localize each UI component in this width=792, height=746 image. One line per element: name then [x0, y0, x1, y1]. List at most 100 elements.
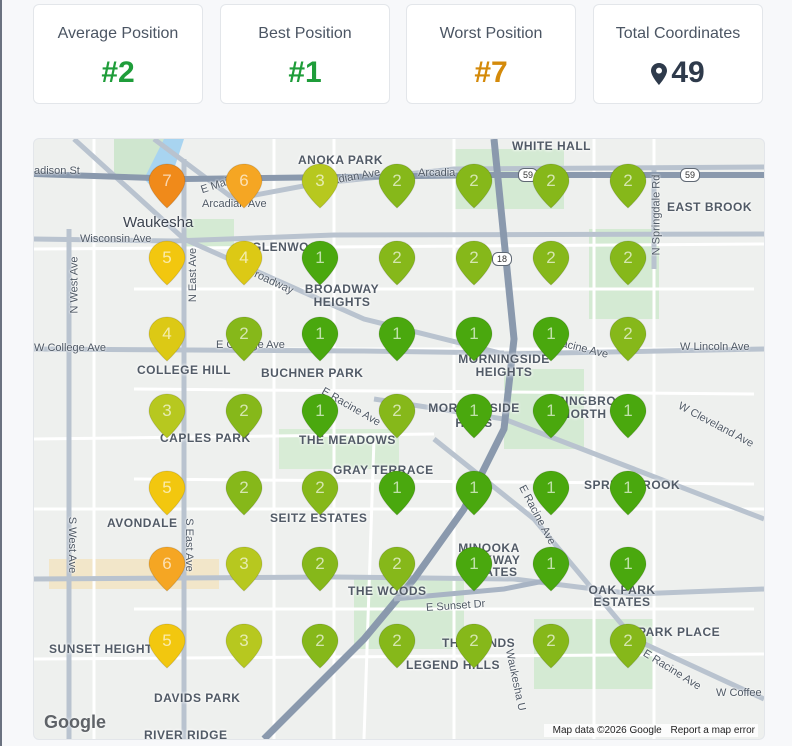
rank-marker[interactable]: 1	[609, 546, 647, 592]
rank-marker[interactable]: 2	[225, 470, 263, 516]
rank-marker[interactable]: 2	[455, 240, 493, 286]
rank-marker[interactable]: 2	[301, 470, 339, 516]
best-position-card: Best Position #1	[220, 4, 390, 104]
rank-marker[interactable]: 2	[532, 240, 570, 286]
street-label: W Lincoln Ave	[680, 341, 750, 353]
city-label: Waukesha	[123, 214, 194, 231]
pin-icon	[148, 470, 186, 516]
rank-marker[interactable]: 1	[455, 316, 493, 362]
rank-marker[interactable]: 2	[455, 163, 493, 209]
report-map-error-link[interactable]: Report a map error	[670, 725, 755, 736]
rank-number: 2	[623, 171, 633, 190]
rank-marker[interactable]: 1	[301, 316, 339, 362]
rank-marker[interactable]: 1	[609, 393, 647, 439]
rank-marker[interactable]: 1	[532, 546, 570, 592]
rank-marker[interactable]: 1	[378, 316, 416, 362]
rank-marker[interactable]: 5	[148, 240, 186, 286]
pin-icon	[532, 470, 570, 516]
rank-number: 1	[623, 554, 633, 573]
rank-marker[interactable]: 1	[301, 393, 339, 439]
pin-icon	[148, 546, 186, 592]
rank-marker[interactable]: 1	[532, 316, 570, 362]
rank-marker[interactable]: 1	[455, 393, 493, 439]
rank-marker[interactable]: 3	[301, 163, 339, 209]
rank-marker[interactable]: 2	[378, 546, 416, 592]
pin-icon	[609, 240, 647, 286]
rank-number: 1	[315, 324, 325, 343]
pin-icon	[148, 316, 186, 362]
rank-marker[interactable]: 2	[378, 240, 416, 286]
rank-marker[interactable]: 2	[532, 163, 570, 209]
rank-number: 2	[392, 401, 402, 420]
rank-marker[interactable]: 2	[301, 623, 339, 669]
rank-number: 2	[315, 478, 325, 497]
map-base	[34, 139, 764, 739]
pin-icon	[378, 163, 416, 209]
stats-row: Average Position #2 Best Position #1 Wor…	[33, 4, 763, 106]
rank-marker[interactable]: 3	[148, 393, 186, 439]
stat-value: #7	[474, 56, 508, 89]
area-label: THE MEADOWS	[299, 433, 396, 447]
rank-marker[interactable]: 5	[148, 470, 186, 516]
rank-number: 1	[315, 401, 325, 420]
rank-marker[interactable]: 1	[378, 470, 416, 516]
rank-number: 2	[239, 401, 249, 420]
rank-marker[interactable]: 2	[609, 316, 647, 362]
area-label: GRAY TERRACE	[333, 463, 434, 477]
area-label: MORNINGSIDE HEIGHTS	[458, 352, 550, 379]
area-label: BROADWAY HEIGHTS	[304, 282, 380, 309]
rank-marker[interactable]: 3	[225, 623, 263, 669]
rank-marker[interactable]: 5	[148, 623, 186, 669]
rank-marker[interactable]: 2	[455, 623, 493, 669]
street-label: N West Ave	[68, 256, 81, 314]
rank-number: 2	[469, 631, 479, 650]
rank-number: 1	[546, 401, 556, 420]
rank-marker[interactable]: 4	[225, 240, 263, 286]
rank-marker[interactable]: 2	[301, 546, 339, 592]
rank-marker[interactable]: 2	[378, 163, 416, 209]
page-edge-line	[0, 0, 2, 746]
rank-marker[interactable]: 2	[225, 393, 263, 439]
pin-icon	[225, 163, 263, 209]
total-coordinates-card: Total Coordinates 49	[593, 4, 763, 104]
map-attribution: Map data ©2026 Google Report a map error	[543, 724, 758, 737]
rank-marker[interactable]: 3	[225, 546, 263, 592]
average-position-card: Average Position #2	[33, 4, 203, 104]
pin-icon	[225, 316, 263, 362]
google-logo: Google	[44, 712, 106, 732]
pin-icon	[301, 623, 339, 669]
rank-marker[interactable]: 1	[455, 470, 493, 516]
pin-icon	[225, 393, 263, 439]
rank-grid-map[interactable]: WHITE HALL ANOKA PARK EAST BROOK Waukesh…	[33, 138, 765, 740]
rank-marker[interactable]: 2	[378, 623, 416, 669]
rank-marker[interactable]: 4	[148, 316, 186, 362]
rank-marker[interactable]: 7	[148, 163, 186, 209]
rank-marker[interactable]: 2	[609, 240, 647, 286]
pin-icon	[148, 623, 186, 669]
rank-marker[interactable]: 2	[225, 316, 263, 362]
rank-marker[interactable]: 2	[532, 623, 570, 669]
rank-marker[interactable]: 1	[609, 470, 647, 516]
rank-number: 1	[546, 478, 556, 497]
rank-number: 2	[392, 171, 402, 190]
rank-number: 2	[392, 631, 402, 650]
pin-icon	[455, 316, 493, 362]
rank-marker[interactable]: 1	[532, 393, 570, 439]
stat-label: Worst Position	[439, 25, 543, 42]
rank-marker[interactable]: 2	[378, 393, 416, 439]
street-label: Wisconsin Ave	[80, 233, 152, 245]
rank-marker[interactable]: 6	[148, 546, 186, 592]
rank-marker[interactable]: 1	[532, 470, 570, 516]
rank-number: 1	[392, 324, 402, 343]
stat-value-row: 49	[594, 55, 762, 91]
rank-marker[interactable]: 1	[455, 546, 493, 592]
area-label: RIVER RIDGE	[144, 728, 228, 740]
rank-marker[interactable]: 2	[609, 163, 647, 209]
rank-marker[interactable]: 2	[609, 623, 647, 669]
rank-marker[interactable]: 6	[225, 163, 263, 209]
rank-number: 3	[239, 554, 249, 573]
rank-marker[interactable]: 1	[301, 240, 339, 286]
area-label: PARK PLACE	[638, 625, 721, 639]
pin-icon	[378, 393, 416, 439]
rank-number: 2	[623, 631, 633, 650]
